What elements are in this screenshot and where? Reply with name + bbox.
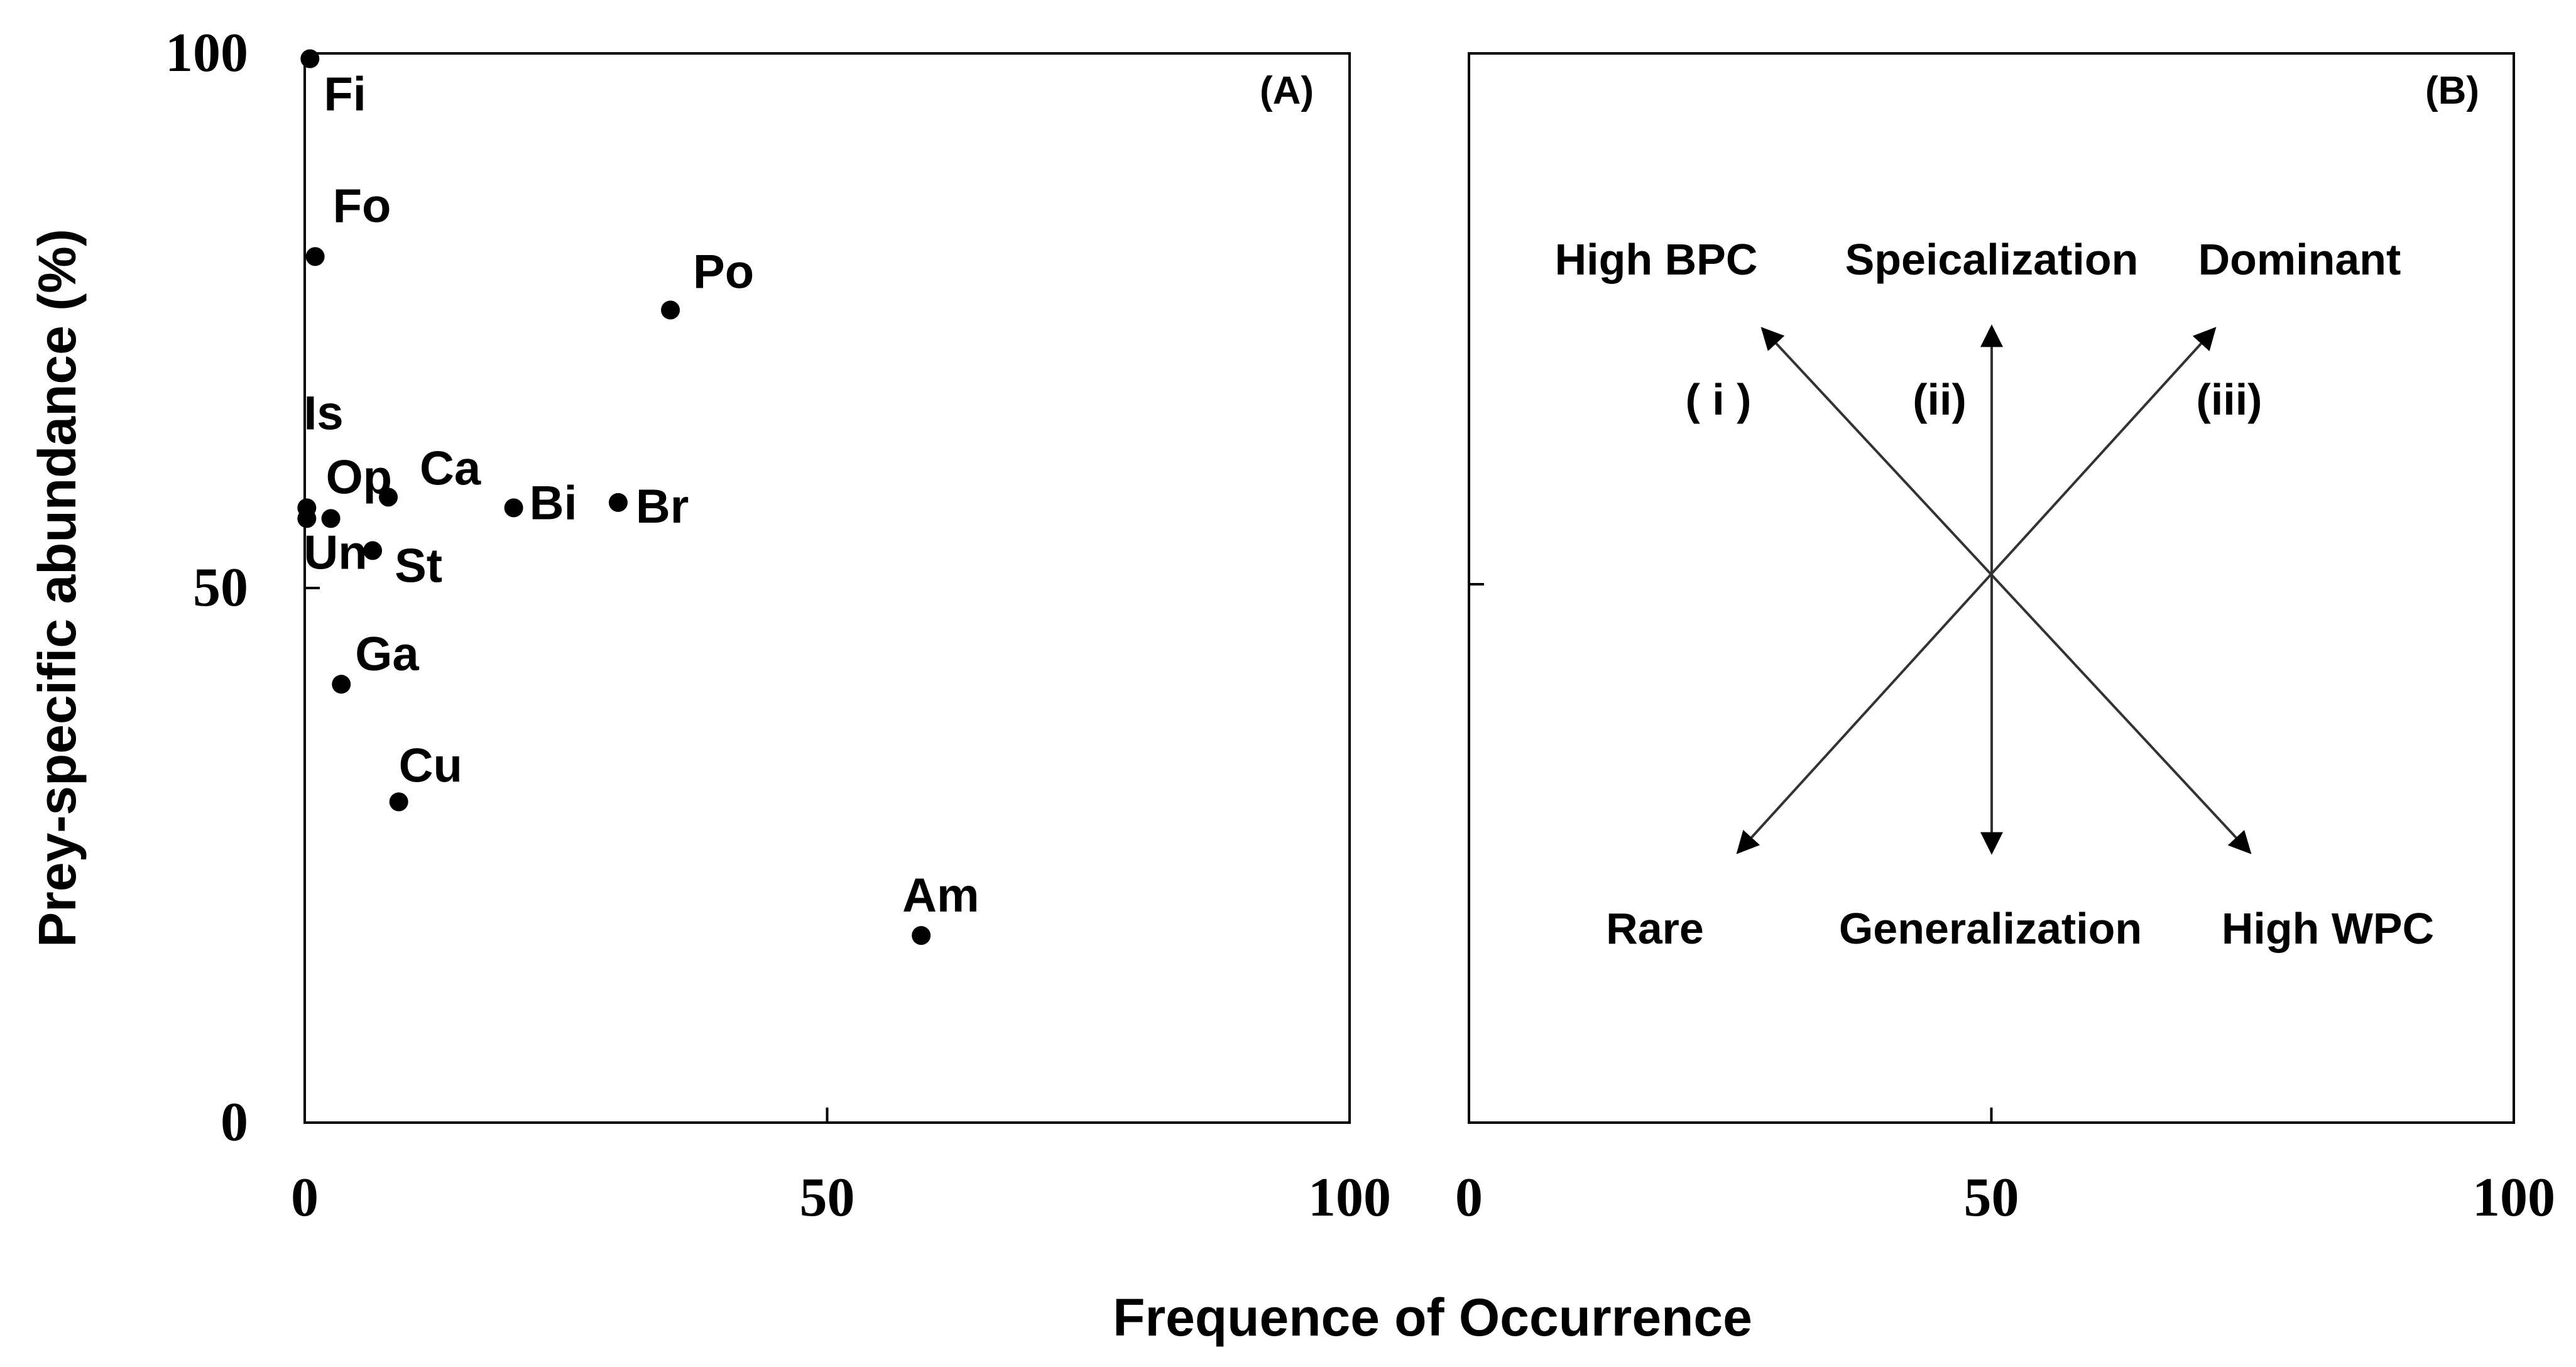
b-x-tick-label: 0 — [1455, 1167, 1483, 1228]
label-rare: Rare — [1606, 904, 1704, 953]
point-po — [661, 300, 680, 320]
point-un — [297, 509, 317, 528]
panel-a-frame — [303, 52, 1351, 1124]
arrow-i-label: ( i ) — [1686, 375, 1752, 424]
panel-a-y-ticks: 0 50 100 — [165, 23, 320, 1153]
label-high-wpc: High WPC — [2222, 904, 2434, 953]
point-bi — [504, 498, 523, 518]
panel-b-x-ticks: 0 50 100 — [1455, 1108, 2555, 1228]
point-label-un: Un — [303, 526, 367, 579]
y-axis-title: Prey-specific abundance (%) — [28, 229, 87, 947]
x-axis-title: Frequence of Occurrence — [1113, 1288, 1752, 1347]
point-label-ga: Ga — [355, 628, 419, 681]
a-x-tick-label: 100 — [1308, 1167, 1391, 1228]
label-generalization: Generalization — [1839, 904, 2142, 953]
arrow-ii-label: (ii) — [1913, 375, 1967, 424]
point-br — [608, 493, 628, 512]
point-ga — [332, 675, 351, 694]
point-label-cu: Cu — [399, 739, 462, 792]
panel-b-diagram: 0 50 100 ( i ) (ii) (iii) High BPC Speical… — [1455, 52, 2555, 1228]
label-high-bpc: High BPC — [1555, 235, 1758, 284]
point-label-bi: Bi — [530, 476, 577, 530]
point-label-po: Po — [693, 245, 754, 298]
point-label-is: Is — [303, 386, 343, 440]
point-fo — [305, 247, 325, 266]
point-label-ca: Ca — [420, 442, 481, 495]
point-ca — [379, 487, 398, 507]
point-label-br: Br — [636, 480, 689, 533]
a-x-tick-label: 0 — [291, 1167, 319, 1228]
a-y-tick-label: 100 — [165, 23, 248, 84]
point-am — [912, 926, 931, 945]
label-specialization: Speicalization — [1845, 235, 2139, 284]
point-label-st: St — [395, 539, 442, 592]
arrow-iii-label: (iii) — [2197, 375, 2262, 424]
point-st — [363, 541, 383, 560]
a-x-tick-label: 50 — [800, 1167, 855, 1228]
a-y-tick-label: 0 — [221, 1092, 248, 1153]
point-fi — [300, 49, 320, 68]
point-op — [321, 509, 341, 528]
panel-a-label: (A) — [1260, 69, 1314, 112]
arrow-iii-line — [1736, 327, 2217, 854]
panel-a-x-ticks: 0 50 100 — [291, 1108, 1391, 1228]
a-y-tick-label: 50 — [193, 557, 248, 618]
point-label-fo: Fo — [333, 179, 391, 232]
point-cu — [389, 792, 408, 812]
b-x-tick-label: 50 — [1964, 1167, 2019, 1228]
panel-b-label: (B) — [2425, 69, 2479, 112]
arrow-i-line — [1760, 327, 2252, 854]
point-label-fi: Fi — [324, 68, 366, 121]
label-dominant: Dominant — [2198, 235, 2401, 284]
b-x-tick-label: 100 — [2472, 1167, 2555, 1228]
point-label-am: Am — [902, 869, 979, 922]
